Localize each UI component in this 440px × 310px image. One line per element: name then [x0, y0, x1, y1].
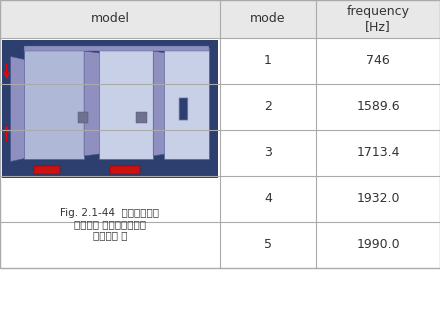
Text: 1932.0: 1932.0 [356, 193, 400, 206]
Text: 1: 1 [264, 55, 272, 68]
Bar [136, 112, 147, 123]
Text: frequency
[Hz]: frequency [Hz] [347, 5, 410, 33]
Polygon shape [99, 48, 153, 159]
Bar [0, 0, 440, 38]
Text: 4: 4 [264, 193, 272, 206]
Bar [2, 40, 218, 178]
Text: 1990.0: 1990.0 [356, 238, 400, 251]
Bar [110, 166, 140, 174]
Bar [77, 112, 88, 123]
Polygon shape [153, 51, 170, 156]
Text: mode: mode [250, 12, 286, 25]
Polygon shape [164, 48, 209, 159]
Text: 2: 2 [264, 100, 272, 113]
Text: 회피방안 （고정용구조물: 회피방안 （고정용구조물 [74, 219, 146, 229]
Text: 1589.6: 1589.6 [356, 100, 400, 113]
FancyBboxPatch shape [179, 98, 188, 120]
Text: 5: 5 [264, 238, 272, 251]
Text: 1713.4: 1713.4 [356, 147, 400, 160]
Bar [0, 130, 440, 176]
Bar [0, 222, 440, 268]
Bar [0, 176, 440, 222]
Bar [0, 0, 440, 268]
Text: 위치변경 ）: 위치변경 ） [93, 230, 127, 240]
Text: 3: 3 [264, 147, 272, 160]
Text: 746: 746 [366, 55, 390, 68]
Text: Fig. 2.1-44  고유진동수의: Fig. 2.1-44 고유진동수의 [60, 208, 159, 218]
Bar [34, 166, 60, 174]
Polygon shape [24, 48, 84, 159]
Bar [24, 46, 209, 51]
Bar [0, 84, 440, 130]
Polygon shape [11, 56, 30, 162]
Polygon shape [84, 51, 106, 156]
Bar [0, 180, 220, 268]
Text: model: model [91, 12, 129, 25]
Bar [0, 38, 440, 84]
